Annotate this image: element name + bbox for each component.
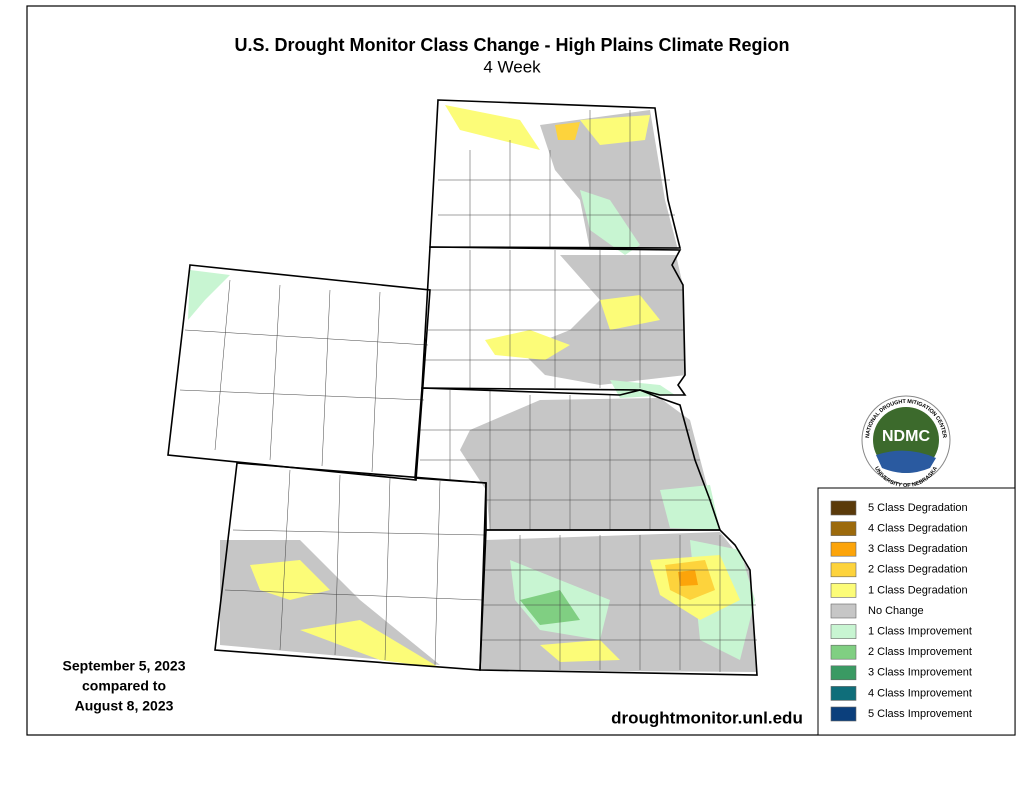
date-line: September 5, 2023 bbox=[63, 658, 186, 674]
change-area bbox=[600, 295, 660, 330]
change-area bbox=[188, 270, 230, 320]
logo-abbr: NDMC bbox=[882, 428, 930, 445]
legend-label: 5 Class Degradation bbox=[868, 502, 968, 514]
county-lines bbox=[179, 110, 757, 672]
legend-label: 4 Class Degradation bbox=[868, 523, 968, 535]
legend-swatch bbox=[830, 624, 857, 639]
legend-label: 5 Class Improvement bbox=[868, 708, 972, 720]
legend: 5 Class Degradation 4 Class Degradation 3 … bbox=[830, 500, 972, 722]
legend-swatch bbox=[830, 706, 857, 722]
legend-label: 1 Class Improvement bbox=[868, 626, 972, 638]
ndmc-logo: NDMC NATIONAL DROUGHT MITIGATION CENTER … bbox=[861, 395, 951, 490]
logo-water bbox=[876, 450, 936, 473]
legend-swatch bbox=[830, 583, 857, 598]
legend-swatch bbox=[830, 686, 857, 701]
source-url: droughtmonitor.unl.edu bbox=[611, 708, 803, 727]
subtitle: 4 Week bbox=[483, 57, 541, 76]
legend-swatch bbox=[830, 644, 857, 660]
change-area bbox=[555, 122, 580, 140]
legend-label: 3 Class Degradation bbox=[868, 543, 968, 555]
legend-swatch bbox=[830, 541, 857, 557]
legend-label: No Change bbox=[868, 605, 924, 617]
change-area bbox=[580, 115, 650, 145]
change-area bbox=[520, 590, 580, 625]
change-area bbox=[250, 560, 330, 600]
change-area bbox=[580, 190, 640, 255]
legend-label: 2 Class Improvement bbox=[868, 646, 972, 658]
change-area bbox=[485, 330, 570, 360]
date-line: August 8, 2023 bbox=[75, 698, 174, 714]
change-area bbox=[660, 485, 720, 530]
legend-swatch bbox=[830, 500, 857, 516]
legend-swatch bbox=[830, 562, 857, 578]
change-area bbox=[445, 105, 540, 150]
date-note: September 5, 2023 compared to August 8, 20… bbox=[63, 658, 186, 714]
date-line: compared to bbox=[82, 678, 166, 694]
title: U.S. Drought Monitor Class Change - High… bbox=[234, 35, 789, 55]
legend-label: 1 Class Degradation bbox=[868, 584, 968, 596]
change-area bbox=[460, 398, 720, 530]
legend-label: 3 Class Improvement bbox=[868, 667, 972, 679]
change-area bbox=[300, 620, 440, 668]
legend-swatch bbox=[830, 521, 857, 536]
change-area bbox=[520, 255, 686, 385]
state-borders bbox=[167, 99, 758, 676]
legend-label: 2 Class Degradation bbox=[868, 564, 968, 576]
legend-swatch bbox=[830, 603, 857, 619]
legend-swatch bbox=[830, 665, 857, 681]
legend-label: 4 Class Improvement bbox=[868, 687, 972, 699]
change-area bbox=[678, 570, 698, 586]
